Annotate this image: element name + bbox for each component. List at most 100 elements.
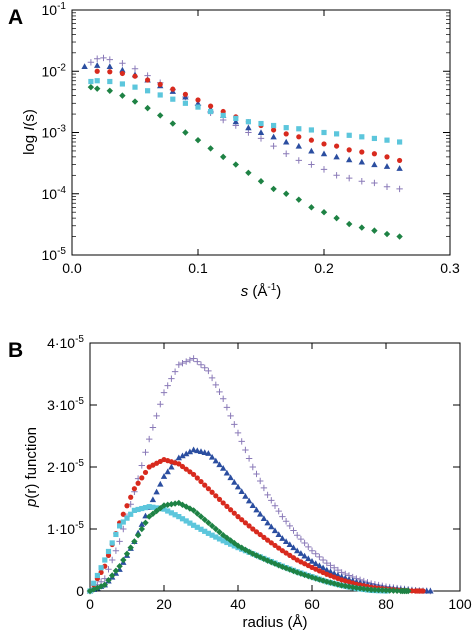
data-point — [194, 358, 201, 365]
data-point — [295, 196, 302, 203]
data-point — [197, 361, 205, 368]
data-point — [232, 161, 239, 168]
y-tick-label: 3·10-5 — [47, 396, 84, 413]
data-point — [334, 143, 340, 149]
data-point — [346, 132, 352, 138]
data-point — [220, 465, 227, 471]
data-point — [132, 73, 138, 79]
data-point — [223, 404, 231, 411]
data-point — [138, 462, 145, 469]
data-point — [268, 540, 274, 546]
data-point — [119, 81, 125, 87]
data-point — [182, 100, 188, 106]
data-point — [268, 558, 275, 566]
data-point — [282, 538, 290, 544]
data-point — [94, 62, 101, 68]
data-point — [112, 547, 120, 554]
data-point — [282, 518, 290, 525]
data-point — [390, 587, 397, 594]
data-point — [127, 544, 134, 551]
data-point — [220, 153, 227, 161]
data-point — [283, 550, 289, 556]
data-point — [312, 560, 319, 566]
data-point — [124, 515, 130, 521]
data-point — [145, 88, 151, 94]
data-point — [209, 532, 215, 538]
data-point — [268, 497, 275, 504]
data-point — [216, 388, 223, 396]
data-point — [319, 564, 327, 571]
data-point — [132, 84, 138, 90]
data-point — [286, 541, 293, 548]
data-point — [308, 147, 315, 154]
data-point — [308, 127, 314, 133]
data-point — [153, 507, 160, 515]
data-point — [113, 531, 119, 538]
data-point — [308, 204, 315, 211]
data-point — [94, 572, 100, 579]
data-point — [190, 446, 197, 453]
data-point — [245, 129, 252, 136]
data-point — [257, 510, 264, 517]
data-point — [94, 85, 101, 92]
data-point — [216, 528, 223, 536]
data-point — [287, 552, 293, 558]
data-point — [297, 535, 305, 543]
data-point — [194, 510, 201, 517]
data-point — [257, 135, 265, 142]
data-point — [420, 588, 426, 594]
data-point — [145, 77, 151, 83]
data-point — [87, 59, 95, 66]
data-point — [183, 450, 190, 457]
data-point — [139, 475, 145, 481]
panel-b-y-axis-title: p(r) function — [23, 427, 40, 508]
data-point — [142, 505, 149, 511]
data-point — [271, 560, 279, 567]
data-point — [312, 550, 319, 557]
data-point — [271, 502, 279, 509]
data-point — [149, 424, 157, 431]
data-point — [120, 519, 126, 525]
data-point — [279, 535, 286, 541]
data-point — [242, 520, 248, 526]
data-point — [191, 522, 197, 528]
data-point — [305, 543, 312, 551]
data-point — [119, 66, 126, 73]
data-point — [245, 548, 253, 555]
data-point — [371, 227, 378, 234]
data-point — [139, 505, 145, 512]
panel-b-plot-frame — [89, 342, 461, 592]
panel-b-series-red — [87, 456, 426, 594]
data-point — [194, 524, 200, 530]
data-point — [194, 447, 201, 454]
data-point — [379, 587, 386, 594]
data-point — [353, 584, 360, 592]
data-point — [131, 507, 137, 513]
data-point — [272, 542, 278, 549]
data-point — [208, 522, 216, 530]
data-point — [106, 63, 113, 69]
data-point — [97, 583, 105, 590]
data-point — [245, 497, 253, 504]
data-point — [116, 563, 123, 570]
data-point — [160, 389, 168, 396]
data-point — [384, 137, 390, 143]
data-point — [261, 534, 267, 540]
data-point — [279, 548, 285, 554]
data-point — [270, 133, 277, 140]
data-point — [205, 367, 212, 375]
data-point — [368, 586, 375, 593]
y-tick-label: 1·10-5 — [47, 520, 84, 537]
data-point — [286, 522, 293, 530]
data-point — [190, 355, 197, 362]
data-point — [175, 361, 182, 368]
data-point — [179, 516, 186, 522]
data-point — [308, 137, 314, 143]
data-point — [312, 575, 319, 582]
data-point — [194, 100, 202, 106]
data-point — [142, 469, 149, 476]
data-point — [170, 86, 176, 92]
data-point — [320, 150, 328, 157]
data-point — [220, 112, 226, 119]
data-point — [216, 461, 223, 468]
